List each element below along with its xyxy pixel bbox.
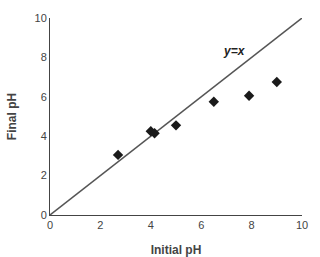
svg-text:10: 10 [296, 219, 308, 231]
svg-text:10: 10 [35, 12, 47, 24]
svg-text:Final pH: Final pH [5, 93, 19, 140]
svg-text:y=x: y=x [223, 44, 246, 58]
svg-text:2: 2 [97, 219, 103, 231]
svg-text:8: 8 [249, 219, 255, 231]
svg-text:0: 0 [47, 219, 53, 231]
svg-text:4: 4 [148, 219, 154, 231]
svg-text:6: 6 [41, 91, 47, 103]
svg-text:0: 0 [41, 209, 47, 221]
svg-text:4: 4 [41, 130, 47, 142]
svg-text:6: 6 [198, 219, 204, 231]
svg-text:Initial pH: Initial pH [151, 243, 202, 257]
svg-text:2: 2 [41, 169, 47, 181]
svg-text:8: 8 [41, 51, 47, 63]
